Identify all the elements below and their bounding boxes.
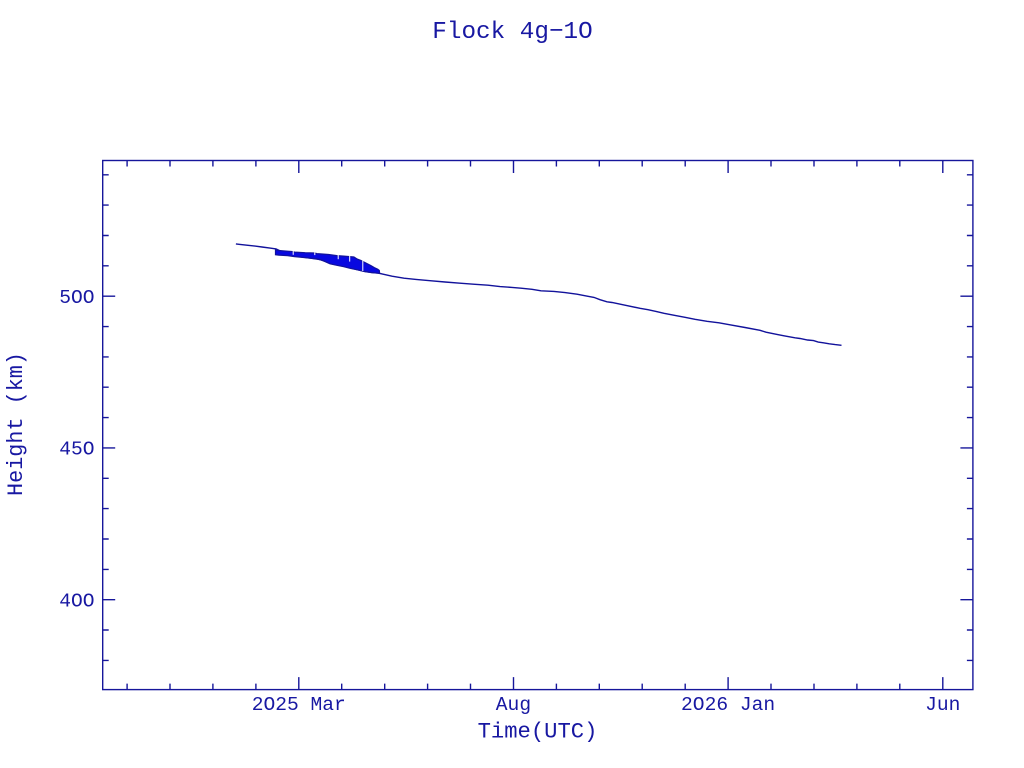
svg-text:Time(UTC): Time(UTC)	[478, 720, 598, 745]
svg-text:2O26 Jan: 2O26 Jan	[681, 694, 775, 716]
svg-text:Flock 4g−1O: Flock 4g−1O	[432, 19, 592, 46]
svg-text:Aug: Aug	[496, 694, 531, 716]
svg-text:Jun: Jun	[925, 694, 960, 716]
svg-text:4OO: 4OO	[59, 590, 94, 612]
svg-text:45O: 45O	[59, 439, 94, 461]
svg-text:Height (km): Height (km)	[4, 352, 29, 496]
svg-text:5OO: 5OO	[59, 287, 94, 309]
svg-text:2O25 Mar: 2O25 Mar	[252, 694, 346, 716]
